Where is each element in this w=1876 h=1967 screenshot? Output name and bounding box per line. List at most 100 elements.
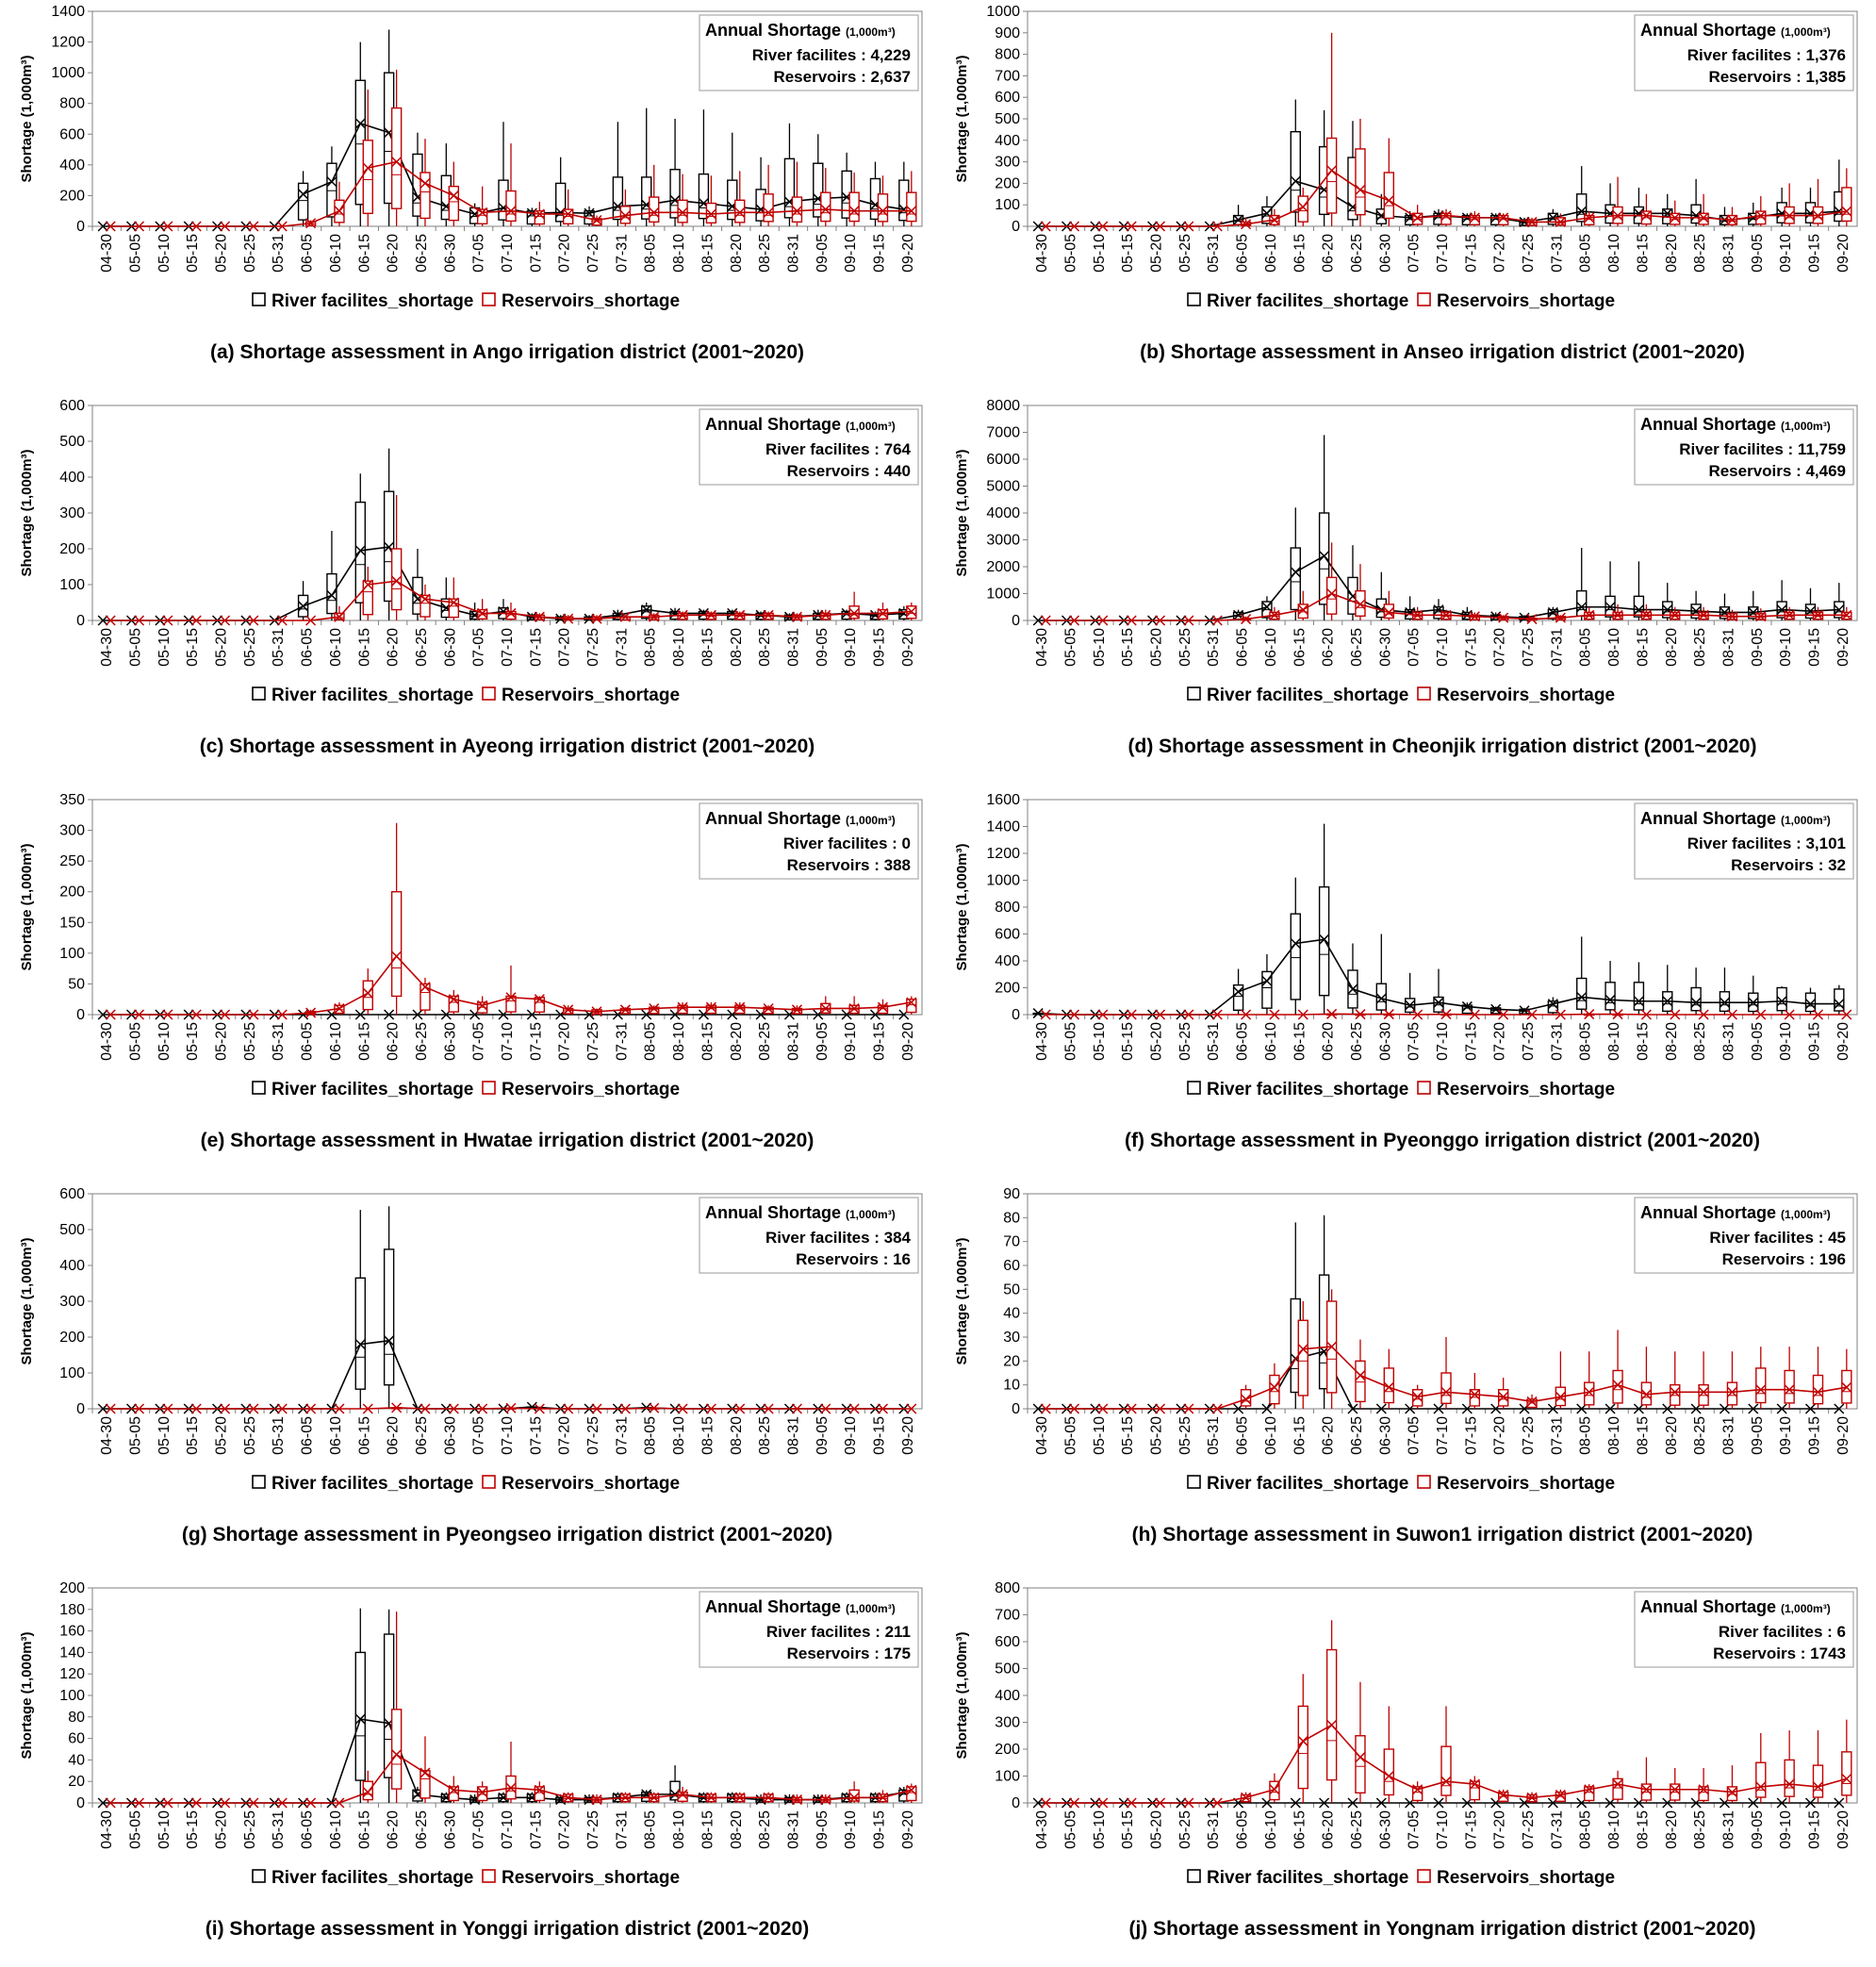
river-mean-marker [1290, 175, 1301, 187]
x-tick-label: 06-30 [442, 234, 458, 273]
x-tick-label: 05-31 [1206, 1810, 1222, 1849]
x-tick-label: 06-05 [1235, 234, 1251, 273]
x-tick-label: 09-10 [1778, 628, 1794, 667]
y-tick-label: 0 [76, 219, 85, 235]
x-tick-label: 06-05 [300, 1810, 316, 1849]
reservoir-mean-marker [1355, 1752, 1366, 1763]
x-tick-label: 07-10 [500, 234, 516, 273]
reservoir-mean-marker [362, 1403, 373, 1414]
reservoir-mean-marker [420, 177, 431, 189]
river-mean-marker [354, 545, 366, 556]
y-tick-label: 2000 [986, 559, 1020, 575]
legend-reservoir-swatch [482, 1869, 496, 1883]
x-tick-label: 06-30 [1377, 628, 1393, 667]
x-tick-label: 07-15 [528, 234, 544, 273]
reservoir-box [420, 594, 431, 618]
x-tick-label: 06-05 [1235, 1810, 1251, 1849]
river-mean-marker [1834, 1797, 1845, 1809]
reservoir-series [1040, 1008, 1852, 1020]
chart-caption: (a) Shortage assessment in Ango irrigati… [210, 341, 804, 363]
annual-shortage-box: Annual Shortage (1,000m³) River facilites… [699, 408, 919, 486]
reservoir-mean-marker [734, 609, 746, 620]
reservoir-mean-marker [1726, 1386, 1737, 1397]
river-mean-marker [1261, 975, 1273, 986]
legend-reservoir-label: Reservoirs_shortage [502, 1080, 680, 1099]
reservoir-box [1812, 1374, 1824, 1405]
reservoir-mean-marker [1297, 201, 1308, 213]
reservoir-mean-marker [1068, 221, 1080, 232]
x-tick-label: 08-15 [699, 1810, 716, 1849]
x-tick-label: 08-20 [1664, 1416, 1680, 1455]
reservoir-mean-marker [563, 1004, 574, 1016]
reservoir-mean-marker [734, 1001, 746, 1013]
reservoir-series [105, 69, 917, 232]
reservoir-box [677, 199, 688, 223]
river-mean-marker [1604, 994, 1616, 1005]
x-tick-label: 08-25 [1692, 234, 1708, 273]
annotation-frame [699, 802, 919, 880]
reservoir-mean-marker [190, 1797, 202, 1809]
x-tick-label: 09-05 [1750, 1022, 1766, 1061]
reservoir-mean-marker [248, 221, 259, 232]
reservoir-mean-marker [877, 1001, 889, 1013]
y-tick-label: 140 [59, 1645, 85, 1661]
reservoir-box [591, 218, 602, 226]
x-tick-label: 08-20 [729, 1022, 745, 1061]
x-tick-label: 05-25 [242, 1810, 258, 1849]
reservoir-mean-marker [1126, 1797, 1137, 1809]
x-tick-label: 08-31 [785, 1416, 801, 1455]
reservoir-box [649, 1006, 660, 1015]
x-tick-label: 05-05 [1063, 1022, 1079, 1061]
reservoir-mean-marker [1040, 221, 1051, 232]
legend: River facilites_shortage Reservoirs_short… [252, 1474, 680, 1494]
x-tick-label: 09-20 [1835, 1810, 1851, 1849]
x-tick-label: 06-05 [1235, 1416, 1251, 1455]
reservoir-box [1698, 212, 1709, 225]
x-tick-label: 06-25 [1349, 628, 1365, 667]
reservoir-box [420, 983, 431, 1011]
reservoir-mean-marker [248, 1403, 259, 1414]
reservoir-mean-marker [477, 1787, 488, 1798]
x-tick-label: 06-20 [1321, 628, 1337, 667]
x-tick-label: 05-25 [1177, 1416, 1193, 1455]
reservoir-mean-marker [791, 1004, 802, 1016]
chart-caption: (e) Shortage assessment in Hwatae irriga… [201, 1130, 815, 1151]
legend-reservoir-swatch [482, 1475, 496, 1489]
annotation-reservoir: Reservoirs : 440 [787, 462, 911, 480]
x-tick-label: 06-15 [356, 234, 372, 273]
reservoir-box [848, 605, 860, 620]
x-tick-label: 09-15 [871, 234, 887, 273]
x-tick-label: 07-25 [1521, 1416, 1537, 1455]
x-tick-label: 08-15 [1635, 234, 1651, 273]
river-mean-marker [1633, 996, 1644, 1007]
x-tick-label: 08-20 [1664, 628, 1680, 667]
reservoir-mean-marker [1241, 1394, 1252, 1405]
y-tick-label: 5000 [986, 479, 1020, 495]
legend-river-swatch [252, 292, 266, 306]
reservoir-mean-marker [334, 206, 345, 217]
reservoir-mean-marker [534, 1784, 545, 1795]
reservoir-mean-marker [1412, 1391, 1423, 1402]
reservoir-mean-marker [1068, 1403, 1080, 1414]
reservoir-mean-marker [1526, 1792, 1538, 1803]
x-tick-label: 05-05 [1063, 1810, 1079, 1849]
annual-shortage-box: Annual Shortage (1,000m³) River facilites… [699, 1197, 919, 1274]
reservoir-mean-marker [220, 221, 231, 232]
x-tick-label: 05-10 [1092, 1022, 1108, 1061]
x-tick-label: 07-25 [585, 1416, 601, 1455]
river-mean-marker [1347, 1797, 1358, 1809]
x-tick-label: 05-10 [1092, 1416, 1108, 1455]
reservoir-mean-marker [1841, 609, 1852, 620]
reservoir-mean-marker [1555, 612, 1566, 623]
x-tick-label: 09-20 [1835, 1022, 1851, 1061]
y-tick-label: 8000 [986, 398, 1020, 414]
river-box [354, 501, 366, 603]
river-mean-marker [1375, 1797, 1387, 1809]
x-tick-label: 05-20 [214, 628, 230, 667]
y-tick-label: 80 [1003, 1210, 1020, 1226]
y-tick-label: 60 [1003, 1258, 1020, 1274]
x-tick-label: 06-10 [328, 628, 344, 667]
reservoir-mean-marker [649, 611, 660, 622]
x-tick-label: 07-05 [471, 234, 487, 273]
chart-panel: 0 200 400 600 800 1000 1200 1400 1600 Shortage (1… [954, 792, 1858, 1151]
